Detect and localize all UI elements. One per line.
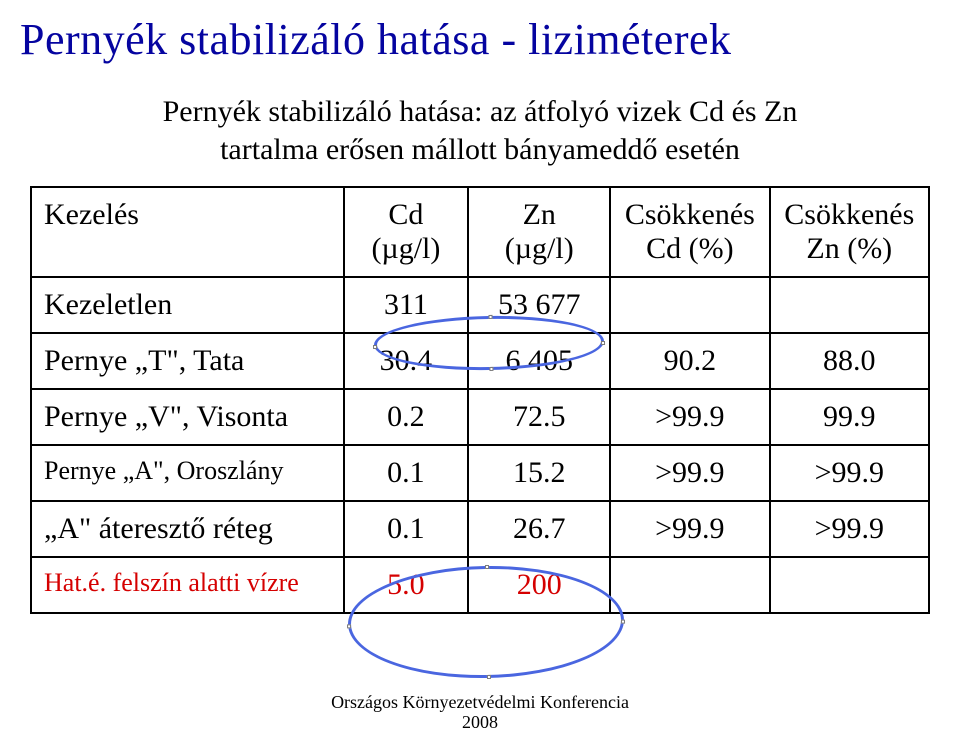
slide-footer: Országos Környezetvédelmi Konferencia 20… [0, 692, 960, 733]
cell-cd-pct [610, 277, 769, 333]
header-zn: Zn (µg/l) [468, 187, 610, 277]
cell-zn-pct: 99.9 [770, 389, 929, 445]
table-row-limit: Hat.é. felszín alatti vízre 5.0 200 [31, 557, 929, 613]
cell-zn: 72.5 [468, 389, 610, 445]
cell-cd-pct: >99.9 [610, 389, 769, 445]
header-cd-b: (µg/l) [371, 232, 440, 265]
cell-zn: 53 677 [468, 277, 610, 333]
header-cd-a: Cd [388, 198, 423, 231]
cell-cd: 311 [344, 277, 469, 333]
header-kezeles: Kezelés [31, 187, 344, 277]
cell-zn-pct: >99.9 [770, 445, 929, 501]
cell-cd-pct: >99.9 [610, 445, 769, 501]
header-cd: Cd (µg/l) [344, 187, 469, 277]
table-row: Kezeletlen 311 53 677 [31, 277, 929, 333]
subtitle-line-2: tartalma erősen mállott bányameddő eseté… [220, 133, 740, 166]
header-csokk-zn-b: Zn (%) [806, 232, 892, 265]
cell-zn-pct [770, 277, 929, 333]
table-row: Pernye „A", Oroszlány 0.1 15.2 >99.9 >99… [31, 445, 929, 501]
cell-label: Pernye „A", Oroszlány [31, 445, 344, 501]
cell-empty [610, 557, 769, 613]
cell-limit-zn: 200 [468, 557, 610, 613]
cell-zn-pct: >99.9 [770, 501, 929, 557]
cell-label: „A" áteresztő réteg [31, 501, 344, 557]
cell-cd: 0.2 [344, 389, 469, 445]
subtitle-line-1: Pernyék stabilizáló hatása: az átfolyó v… [163, 95, 798, 128]
slide-subtitle: Pernyék stabilizáló hatása: az átfolyó v… [50, 93, 910, 168]
cell-label: Kezeletlen [31, 277, 344, 333]
cell-limit-label: Hat.é. felszín alatti vízre [31, 557, 344, 613]
footer-line-2: 2008 [462, 712, 498, 732]
cell-zn: 15.2 [468, 445, 610, 501]
cell-cd: 30.4 [344, 333, 469, 389]
header-csokk-cd-b: Cd (%) [646, 232, 733, 265]
cell-zn: 6 405 [468, 333, 610, 389]
header-zn-b: (µg/l) [505, 232, 574, 265]
cell-limit-cd: 5.0 [344, 557, 469, 613]
cell-label: Pernye „V", Visonta [31, 389, 344, 445]
header-csokk-zn: Csökkenés Zn (%) [770, 187, 929, 277]
cell-zn: 26.7 [468, 501, 610, 557]
table-row: Pernye „V", Visonta 0.2 72.5 >99.9 99.9 [31, 389, 929, 445]
slide-title: Pernyék stabilizáló hatása - liziméterek [20, 14, 940, 65]
cell-cd: 0.1 [344, 501, 469, 557]
cell-label: Pernye „T", Tata [31, 333, 344, 389]
header-csokk-zn-a: Csökkenés [784, 198, 914, 231]
table-header-row: Kezelés Cd (µg/l) Zn (µg/l) Csökkenés Cd… [31, 187, 929, 277]
header-zn-a: Zn [523, 198, 556, 231]
table-row: „A" áteresztő réteg 0.1 26.7 >99.9 >99.9 [31, 501, 929, 557]
footer-line-1: Országos Környezetvédelmi Konferencia [331, 692, 629, 712]
cell-cd-pct: >99.9 [610, 501, 769, 557]
cell-cd-pct: 90.2 [610, 333, 769, 389]
header-csokk-cd-a: Csökkenés [625, 198, 755, 231]
header-csokk-cd: Csökkenés Cd (%) [610, 187, 769, 277]
cell-cd: 0.1 [344, 445, 469, 501]
cell-zn-pct: 88.0 [770, 333, 929, 389]
data-table: Kezelés Cd (µg/l) Zn (µg/l) Csökkenés Cd… [30, 186, 930, 614]
cell-empty [770, 557, 929, 613]
table-row: Pernye „T", Tata 30.4 6 405 90.2 88.0 [31, 333, 929, 389]
